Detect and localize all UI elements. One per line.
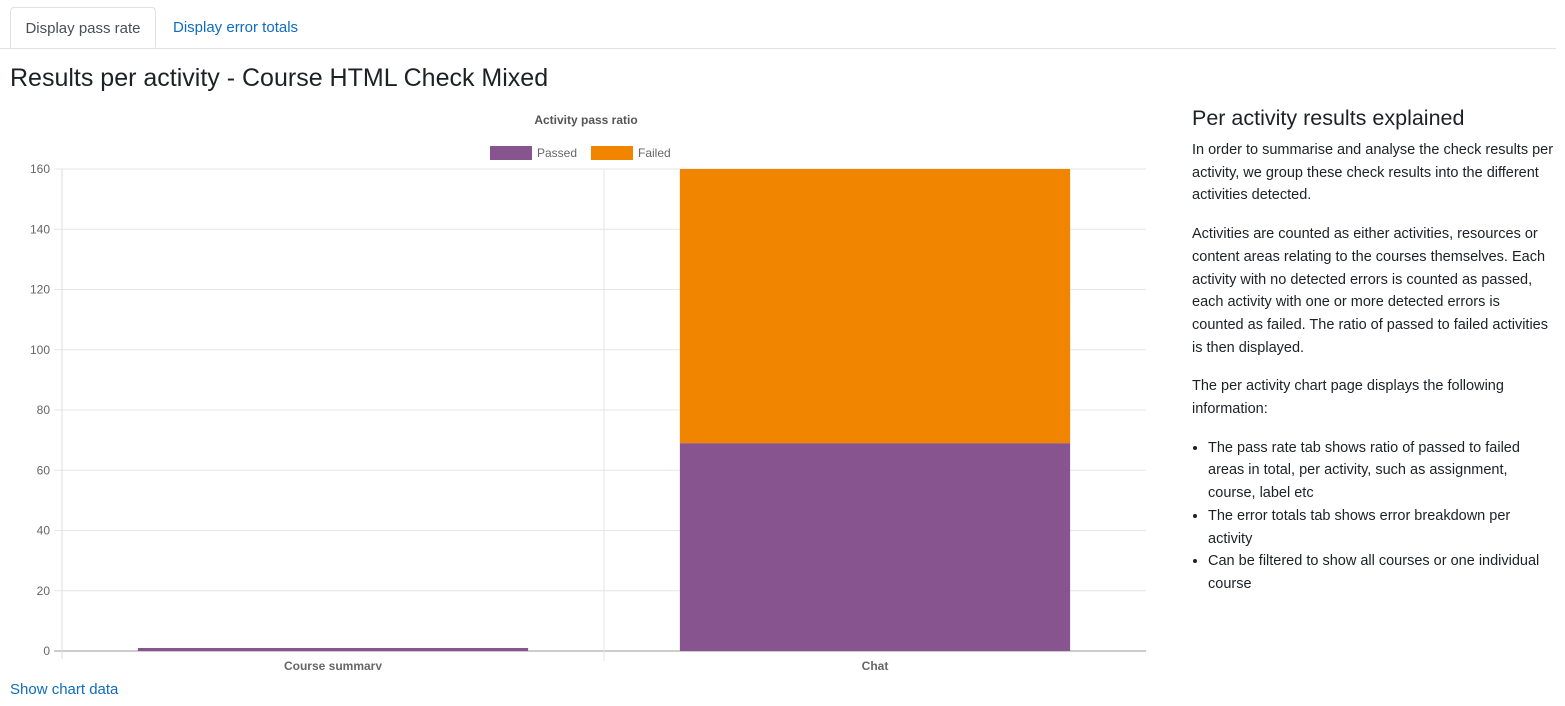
explanation-panel: Per activity results explained In order …	[1192, 103, 1554, 596]
y-tick-label: 40	[37, 524, 51, 538]
bar-passed-0	[137, 647, 529, 651]
y-tick-label: 100	[30, 343, 50, 357]
y-tick-label: 20	[37, 584, 51, 598]
page-title: Results per activity - Course HTML Check…	[10, 64, 549, 92]
y-tick-label: 140	[30, 222, 50, 236]
tab-display-error-totals[interactable]: Display error totals	[173, 19, 299, 36]
explanation-list-item: The pass rate tab shows ratio of passed …	[1208, 437, 1554, 505]
x-tick-label: Course summary	[284, 659, 382, 670]
y-tick-label: 0	[43, 644, 50, 658]
y-tick-label: 120	[30, 283, 50, 297]
tab-display-pass-rate[interactable]: Display pass rate	[10, 7, 156, 48]
activity-pass-ratio-chart: Activity pass ratio Passed Failed 0 20 40 60 80…	[0, 100, 1160, 670]
explanation-paragraph: Activities are counted as either activit…	[1192, 226, 1549, 356]
y-tick-label: 60	[37, 463, 51, 477]
x-tick-label: Chat	[862, 659, 889, 670]
explanation-paragraph: The per activity chart page displays the…	[1192, 378, 1504, 418]
legend-label-failed: Failed	[638, 146, 671, 160]
bar-passed-1	[679, 443, 1071, 651]
y-tick-label: 80	[37, 403, 51, 417]
show-chart-data-link[interactable]: Show chart data	[10, 681, 119, 698]
explanation-list-item: Can be filtered to show all courses or o…	[1208, 550, 1554, 595]
legend-swatch-passed	[490, 146, 532, 160]
explanation-list-item: The error totals tab shows error breakdo…	[1208, 505, 1554, 550]
legend-swatch-failed	[591, 146, 633, 160]
chart-svg: Activity pass ratio Passed Failed 0 20 40 60 80…	[30, 113, 1146, 670]
explanation-heading: Per activity results explained	[1192, 106, 1465, 130]
legend-label-passed: Passed	[537, 146, 577, 160]
bar-failed-1	[679, 169, 1071, 444]
chart-title: Activity pass ratio	[534, 113, 637, 127]
explanation-paragraph: In order to summarise and analyse the ch…	[1192, 142, 1554, 204]
tab-bar: Display pass rate Display error totals	[0, 0, 1556, 49]
y-tick-label: 160	[30, 162, 50, 176]
explanation-list: The pass rate tab shows ratio of passed …	[1192, 437, 1554, 596]
